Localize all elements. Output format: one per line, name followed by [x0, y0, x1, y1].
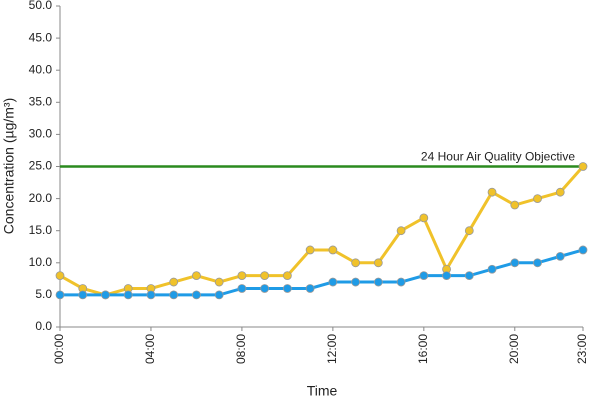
point [396, 226, 406, 236]
x-axis-title: Time [307, 383, 338, 399]
y-tick-label: 25.0 [29, 159, 53, 173]
point [260, 271, 270, 281]
point [237, 271, 247, 281]
series-line [59, 165, 585, 297]
point [510, 200, 520, 210]
point [419, 271, 429, 281]
point [328, 245, 338, 255]
y-tick-label: 5.0 [35, 287, 52, 301]
y-tick-label: 40.0 [29, 62, 53, 76]
point [169, 277, 179, 287]
point [123, 290, 133, 300]
point [533, 258, 542, 268]
point [442, 271, 451, 281]
point [373, 277, 383, 287]
point [282, 284, 292, 293]
point [328, 277, 338, 287]
point [419, 213, 429, 223]
y-tick-label: 20.0 [29, 191, 53, 205]
point [260, 284, 270, 293]
point [351, 277, 361, 287]
point [237, 284, 247, 293]
point [146, 290, 156, 300]
point [487, 264, 497, 274]
point [169, 290, 179, 300]
y-axis-title: Concentration (µg/m³) [1, 98, 17, 234]
y-tick-label: 50.0 [29, 0, 53, 12]
point [464, 226, 474, 236]
point [510, 258, 520, 268]
y-tick-label: 0.0 [35, 319, 52, 333]
point [578, 162, 588, 171]
point [55, 271, 65, 281]
point [487, 187, 497, 197]
objective-label: 24 Hour Air Quality Objective [421, 150, 575, 164]
point [192, 271, 201, 281]
point [351, 258, 361, 268]
x-tick-label: 12:00 [325, 334, 339, 364]
point [396, 277, 406, 287]
x-tick-label: 08:00 [234, 334, 248, 364]
x-tick-label: 20:00 [507, 334, 521, 364]
x-tick-label: 23:00 [575, 334, 589, 364]
point [55, 290, 65, 300]
y-tick-label: 45.0 [29, 30, 53, 44]
point [214, 290, 224, 300]
point [578, 245, 588, 255]
y-tick-label: 15.0 [29, 223, 53, 237]
point [282, 271, 292, 281]
point [214, 277, 224, 287]
y-tick-label: 30.0 [29, 127, 53, 141]
point [305, 245, 315, 255]
point [78, 290, 88, 300]
x-tick-label: 16:00 [416, 334, 430, 364]
point [192, 290, 201, 300]
x-tick-label: 04:00 [143, 334, 157, 364]
point [555, 251, 565, 261]
y-tick-label: 10.0 [29, 255, 53, 269]
point [305, 284, 315, 293]
point [533, 194, 542, 204]
y-tick-label: 35.0 [29, 94, 53, 108]
point [555, 187, 565, 197]
point [101, 290, 110, 300]
point [373, 258, 383, 268]
x-tick-label: 00:00 [52, 334, 66, 364]
point [464, 271, 474, 281]
